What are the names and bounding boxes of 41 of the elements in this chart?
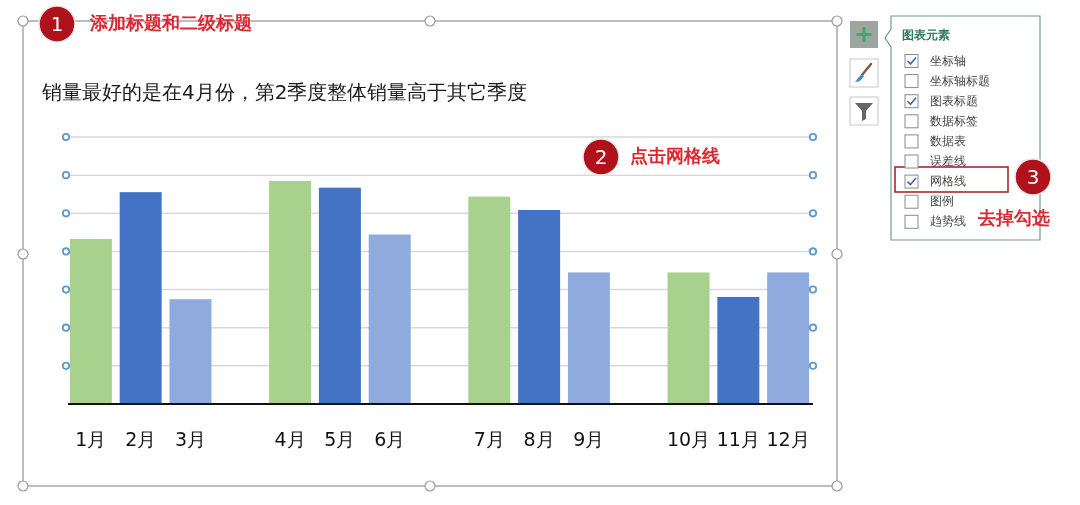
- x-tick-label: 8月: [523, 427, 555, 450]
- text: 添加标题和二级标题: [89, 12, 252, 33]
- x-tick-label: 3月: [174, 427, 207, 450]
- text: 趋势线: [930, 214, 966, 229]
- text: 3: [1026, 164, 1040, 189]
- x-tick-label: 7月: [473, 427, 505, 450]
- x-tick-label: 11月: [716, 427, 760, 450]
- x-tick-label: 5月: [324, 427, 356, 450]
- x-tick-label: 10月: [666, 427, 711, 450]
- bar: [567, 272, 610, 404]
- x-tick-label: 9月: [573, 427, 605, 450]
- text: 图例: [930, 194, 954, 209]
- text: 点击网格线: [630, 145, 720, 166]
- bar: [169, 299, 212, 404]
- text: 数据标签: [930, 113, 978, 128]
- text: 1: [50, 11, 64, 36]
- chart-title: 销量最好的是在4月份，第2季度整体销量高于其它季度: [41, 79, 528, 104]
- x-tick-label: 4月: [274, 427, 306, 450]
- bar: [119, 192, 162, 404]
- text: 网格线: [930, 174, 966, 189]
- text: 误差线: [930, 154, 966, 168]
- bar: [368, 234, 411, 404]
- text: 图表元素: [902, 27, 950, 42]
- bar: [69, 238, 112, 404]
- text: 图表标题: [930, 93, 978, 108]
- bar: [767, 272, 810, 404]
- text: 2: [594, 144, 608, 169]
- text: 坐标轴标题: [930, 73, 990, 88]
- text: 数据表: [930, 133, 966, 148]
- x-tick-label: 6月: [374, 427, 406, 450]
- x-tick-label: 12月: [766, 427, 810, 450]
- bar: [269, 181, 312, 404]
- x-tick-label: 1月: [75, 427, 107, 450]
- x-tick-label: 2月: [125, 427, 157, 450]
- bar: [667, 272, 710, 404]
- text: 坐标轴: [930, 53, 966, 68]
- bar: [518, 209, 561, 404]
- bar: [717, 296, 760, 404]
- bar: [468, 196, 511, 404]
- bar: [318, 187, 361, 404]
- text: 去掉勾选: [977, 207, 1050, 228]
